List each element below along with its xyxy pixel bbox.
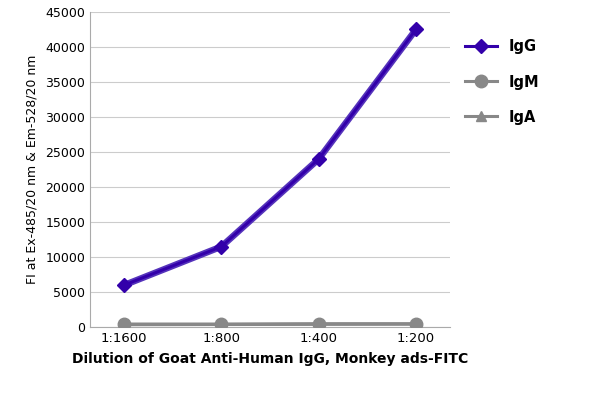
Legend: IgG, IgM, IgA: IgG, IgM, IgA	[461, 35, 544, 130]
IgG	[218, 244, 225, 249]
Y-axis label: FI at Ex-485/20 nm & Em-528/20 nm: FI at Ex-485/20 nm & Em-528/20 nm	[25, 55, 38, 284]
IgA	[412, 322, 419, 327]
IgM	[412, 321, 419, 326]
IgG	[315, 157, 322, 162]
Line: IgA: IgA	[119, 319, 421, 330]
IgM	[121, 322, 128, 326]
IgA	[121, 322, 128, 327]
Line: IgG: IgG	[119, 25, 421, 290]
IgM	[315, 321, 322, 326]
IgG	[121, 283, 128, 288]
Line: IgM: IgM	[118, 318, 422, 330]
IgM	[218, 322, 225, 326]
X-axis label: Dilution of Goat Anti-Human IgG, Monkey ads-FITC: Dilution of Goat Anti-Human IgG, Monkey …	[72, 352, 468, 366]
IgA	[315, 322, 322, 327]
IgG	[412, 27, 419, 32]
IgA	[218, 322, 225, 327]
